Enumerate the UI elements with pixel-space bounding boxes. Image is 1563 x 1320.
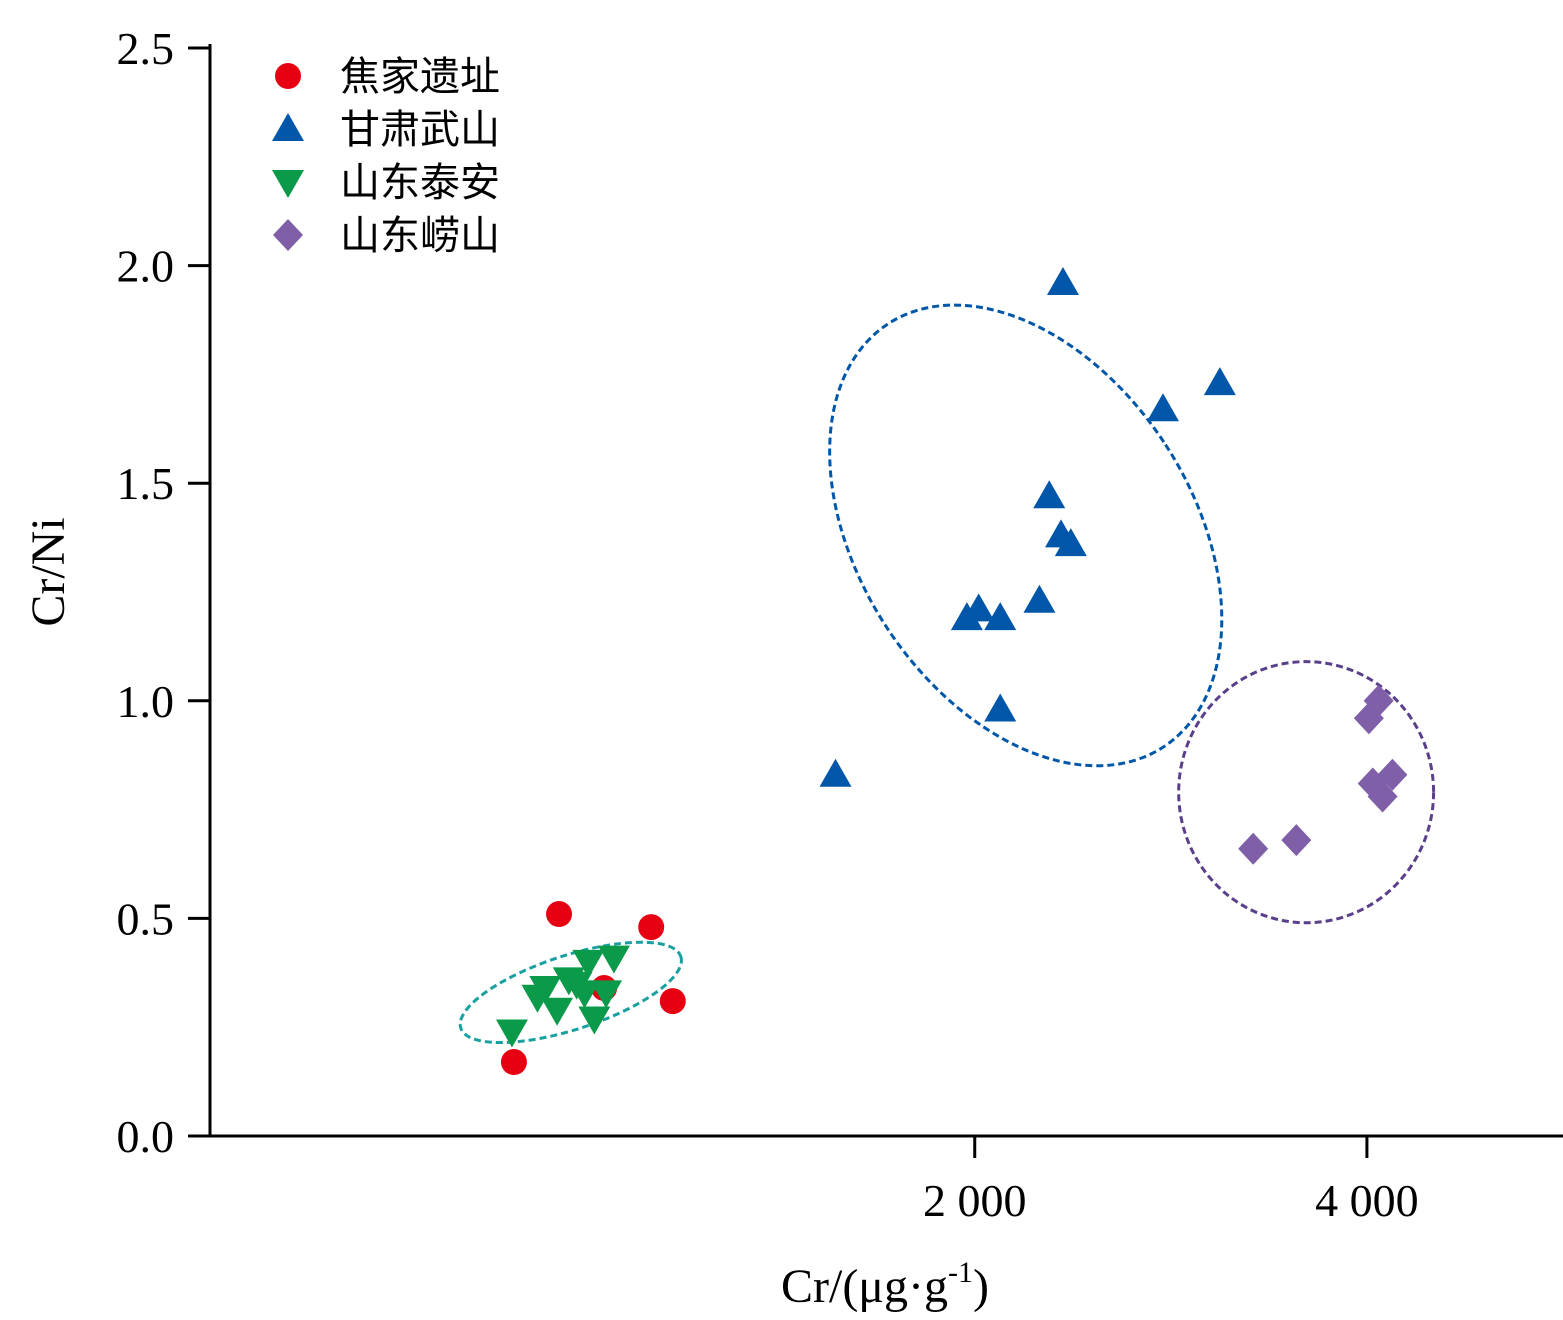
legend-label: 甘肃武山: [340, 107, 500, 153]
cluster-ellipse: [828, 303, 1224, 768]
legend-marker: [272, 113, 304, 141]
x-ticks: 2 000 4 000: [923, 1136, 1419, 1226]
data-point: [1367, 780, 1398, 813]
y-tick-label: 2.0: [117, 241, 175, 292]
y-tick-label: 0.0: [117, 1111, 175, 1162]
data-point: [529, 976, 562, 1005]
data-point: [1363, 684, 1394, 717]
legend-marker: [273, 219, 303, 251]
y-tick-label: 2.5: [117, 23, 175, 74]
cluster-ellipse: [458, 940, 683, 1045]
x-tick-label: 4 000: [1315, 1175, 1419, 1226]
data-point: [1377, 758, 1408, 791]
cluster-ellipse: [1177, 660, 1436, 925]
legend-marker: [272, 170, 304, 198]
x-axis-title: Cr/(μg·g-1): [781, 1256, 989, 1313]
x-axis-title-base: Cr/(μg·g: [781, 1260, 948, 1313]
y-axis-title: Cr/Ni: [22, 517, 75, 626]
data-point: [1281, 824, 1312, 857]
data-point: [962, 593, 995, 622]
y-tick-label: 1.0: [117, 676, 175, 727]
data-point: [572, 949, 605, 978]
x-axis-title-close: ): [973, 1260, 989, 1313]
data-point: [597, 945, 630, 974]
data-points: [495, 267, 1408, 1076]
data-point: [578, 1006, 611, 1035]
y-ticks: 0.0 0.5 1.0 1.5 2.0 2.5: [117, 23, 210, 1162]
data-point: [1023, 584, 1056, 613]
data-point: [541, 997, 574, 1026]
legend-label: 山东泰安: [340, 160, 500, 206]
x-tick-label: 2 000: [923, 1175, 1027, 1226]
x-axis-title-superscript: -1: [948, 1256, 973, 1289]
cluster-ellipses: [458, 303, 1436, 1045]
data-point: [495, 1019, 528, 1048]
data-point: [568, 980, 601, 1009]
data-point: [546, 901, 573, 928]
legend-marker: [275, 63, 301, 89]
data-point: [984, 602, 1017, 631]
axes: [208, 44, 1563, 1138]
data-point: [1054, 528, 1087, 557]
data-point: [638, 914, 665, 941]
data-point: [659, 988, 686, 1015]
data-point: [1046, 267, 1079, 296]
legend-label: 焦家遗址: [340, 54, 500, 100]
data-point: [1146, 393, 1179, 422]
data-point: [500, 1049, 527, 1076]
data-point: [1238, 832, 1269, 865]
data-point: [1203, 367, 1236, 396]
y-tick-label: 1.5: [117, 458, 175, 509]
y-tick-label: 0.5: [117, 893, 175, 944]
legend-label: 山东崂山: [340, 213, 500, 259]
data-point: [819, 758, 852, 787]
data-point: [590, 980, 623, 1009]
data-point: [1033, 480, 1066, 509]
data-point: [984, 693, 1017, 722]
